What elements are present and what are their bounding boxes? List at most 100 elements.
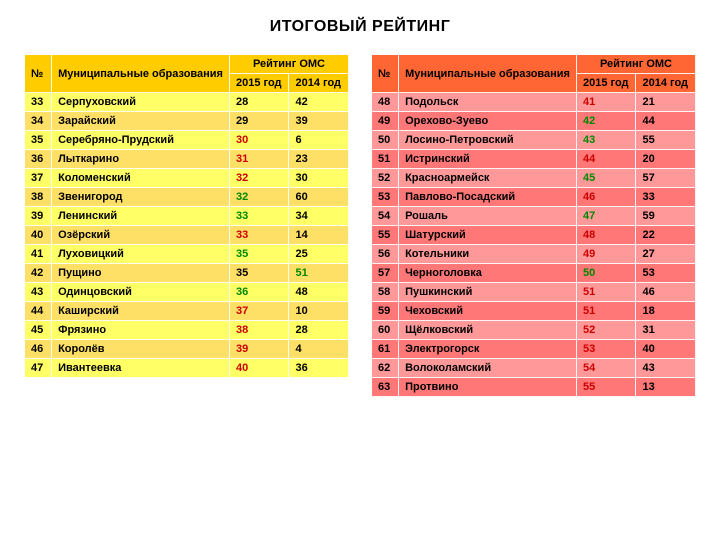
value-2014: 40 (636, 340, 696, 359)
value-2015: 29 (229, 112, 289, 131)
row-name: Подольск (399, 93, 577, 112)
value-2015: 30 (229, 131, 289, 150)
value-2015: 33 (229, 207, 289, 226)
value-2014: 20 (636, 150, 696, 169)
value-2015: 44 (576, 150, 636, 169)
value-2015: 31 (229, 150, 289, 169)
row-name: Коломенский (52, 169, 230, 188)
value-2014: 34 (289, 207, 349, 226)
row-name: Павлово-Посадский (399, 188, 577, 207)
table-row: 45Фрязино3828 (25, 321, 349, 340)
col-name-header: Муниципальные образования (52, 55, 230, 93)
table-row: 52Красноармейск4557 (372, 169, 696, 188)
row-name: Фрязино (52, 321, 230, 340)
value-2014: 57 (636, 169, 696, 188)
row-number: 60 (372, 321, 399, 340)
table-row: 55Шатурский4822 (372, 226, 696, 245)
value-2014: 30 (289, 169, 349, 188)
row-number: 47 (25, 359, 52, 378)
table-row: 62Волоколамский5443 (372, 359, 696, 378)
value-2014: 43 (636, 359, 696, 378)
value-2014: 25 (289, 245, 349, 264)
table-row: 43Одинцовский3648 (25, 283, 349, 302)
row-name: Каширский (52, 302, 230, 321)
value-2014: 33 (636, 188, 696, 207)
page-title: ИТОГОВЫЙ РЕЙТИНГ (24, 18, 696, 36)
row-name: Озёрский (52, 226, 230, 245)
row-name: Шатурский (399, 226, 577, 245)
row-number: 59 (372, 302, 399, 321)
row-name: Пущино (52, 264, 230, 283)
row-number: 51 (372, 150, 399, 169)
row-name: Черноголовка (399, 264, 577, 283)
value-2014: 36 (289, 359, 349, 378)
value-2014: 14 (289, 226, 349, 245)
table-row: 42Пущино3551 (25, 264, 349, 283)
row-name: Зарайский (52, 112, 230, 131)
value-2015: 55 (576, 378, 636, 397)
col-omc-header: Рейтинг ОМС (576, 55, 695, 74)
row-number: 40 (25, 226, 52, 245)
row-number: 61 (372, 340, 399, 359)
col-omc-header: Рейтинг ОМС (229, 55, 348, 74)
row-number: 55 (372, 226, 399, 245)
table-row: 33Серпуховский2842 (25, 93, 349, 112)
value-2015: 49 (576, 245, 636, 264)
value-2014: 42 (289, 93, 349, 112)
value-2014: 27 (636, 245, 696, 264)
table-row: 57Черноголовка5053 (372, 264, 696, 283)
value-2015: 43 (576, 131, 636, 150)
row-name: Щёлковский (399, 321, 577, 340)
value-2015: 45 (576, 169, 636, 188)
row-number: 44 (25, 302, 52, 321)
row-name: Серпуховский (52, 93, 230, 112)
row-number: 43 (25, 283, 52, 302)
row-number: 50 (372, 131, 399, 150)
table-row: 34Зарайский2939 (25, 112, 349, 131)
row-number: 58 (372, 283, 399, 302)
col-2015-header: 2015 год (576, 74, 636, 93)
table-row: 53Павлово-Посадский4633 (372, 188, 696, 207)
row-name: Котельники (399, 245, 577, 264)
value-2015: 35 (229, 264, 289, 283)
row-name: Электрогорск (399, 340, 577, 359)
row-name: Одинцовский (52, 283, 230, 302)
table-row: 48Подольск4121 (372, 93, 696, 112)
value-2015: 46 (576, 188, 636, 207)
table-row: 36Лыткарино3123 (25, 150, 349, 169)
value-2014: 51 (289, 264, 349, 283)
row-name: Истринский (399, 150, 577, 169)
value-2014: 53 (636, 264, 696, 283)
value-2015: 32 (229, 169, 289, 188)
table-row: 44Каширский3710 (25, 302, 349, 321)
row-name: Луховицкий (52, 245, 230, 264)
value-2015: 52 (576, 321, 636, 340)
table-row: 41Луховицкий3525 (25, 245, 349, 264)
value-2014: 4 (289, 340, 349, 359)
row-name: Волоколамский (399, 359, 577, 378)
value-2015: 47 (576, 207, 636, 226)
table-row: 37Коломенский3230 (25, 169, 349, 188)
row-number: 38 (25, 188, 52, 207)
row-number: 48 (372, 93, 399, 112)
table-row: 39Ленинский3334 (25, 207, 349, 226)
value-2015: 51 (576, 302, 636, 321)
table-row: 50Лосино-Петровский4355 (372, 131, 696, 150)
value-2014: 44 (636, 112, 696, 131)
table-row: 59Чеховский5118 (372, 302, 696, 321)
row-name: Чеховский (399, 302, 577, 321)
table-row: 61Электрогорск5340 (372, 340, 696, 359)
value-2014: 28 (289, 321, 349, 340)
value-2015: 48 (576, 226, 636, 245)
col-name-header: Муниципальные образования (399, 55, 577, 93)
table-row: 51Истринский4420 (372, 150, 696, 169)
table-row: 46Королёв394 (25, 340, 349, 359)
row-name: Звенигород (52, 188, 230, 207)
col-2014-header: 2014 год (289, 74, 349, 93)
row-number: 49 (372, 112, 399, 131)
row-number: 46 (25, 340, 52, 359)
value-2015: 35 (229, 245, 289, 264)
row-number: 37 (25, 169, 52, 188)
table-row: 60Щёлковский5231 (372, 321, 696, 340)
value-2014: 21 (636, 93, 696, 112)
